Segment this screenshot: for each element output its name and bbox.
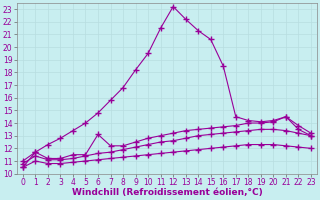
X-axis label: Windchill (Refroidissement éolien,°C): Windchill (Refroidissement éolien,°C) [72, 188, 262, 197]
